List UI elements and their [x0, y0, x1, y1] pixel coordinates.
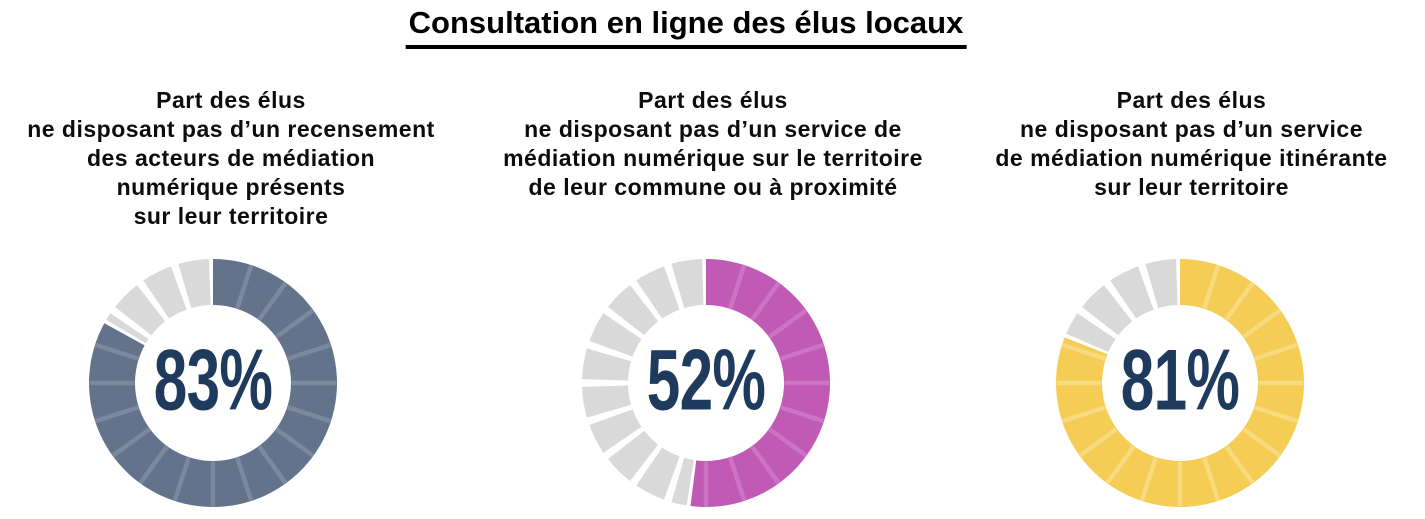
chart-title-line: Part des élus [156, 87, 306, 113]
donut-ring [582, 259, 831, 507]
donut-value-label: 52% [646, 332, 766, 429]
chart-title-line: médiation numérique sur le territoire [503, 145, 923, 171]
donut-chart-recensement: 83% [88, 258, 338, 508]
chart-title-service-itinerant: Part des élus ne disposant pas d’un serv… [958, 86, 1425, 202]
donut-value-label: 83% [153, 332, 273, 429]
chart-title-line: sur leur territoire [133, 203, 329, 229]
donut-value-label: 81% [1120, 332, 1240, 429]
chart-title-line: de médiation numérique itinérante [995, 145, 1388, 171]
donut-chart-service-mediation: 52% [581, 258, 831, 508]
chart-title-service-mediation: Part des élus ne disposant pas d’un serv… [473, 86, 953, 202]
page-title: Consultation en ligne des élus locaux [405, 5, 967, 49]
chart-title-line: des acteurs de médiation [86, 145, 376, 171]
chart-title-line: ne disposant pas d’un recensement [27, 116, 435, 142]
chart-title-line: ne disposant pas d’un service [1020, 116, 1363, 142]
donut-ring [89, 259, 338, 507]
chart-title-recensement: Part des élus ne disposant pas d’un rece… [0, 86, 462, 231]
chart-title-line: de leur commune ou à proximité [528, 174, 898, 200]
chart-title-line: Part des élus [1116, 87, 1267, 113]
donut-ring [1056, 259, 1305, 507]
chart-title-line: sur leur territoire [1094, 174, 1289, 200]
chart-title-line: ne disposant pas d’un service de [524, 116, 902, 142]
donut-chart-service-itinerant: 81% [1055, 258, 1305, 508]
chart-title-line: numérique présents [116, 174, 346, 200]
chart-title-line: Part des élus [638, 87, 788, 113]
